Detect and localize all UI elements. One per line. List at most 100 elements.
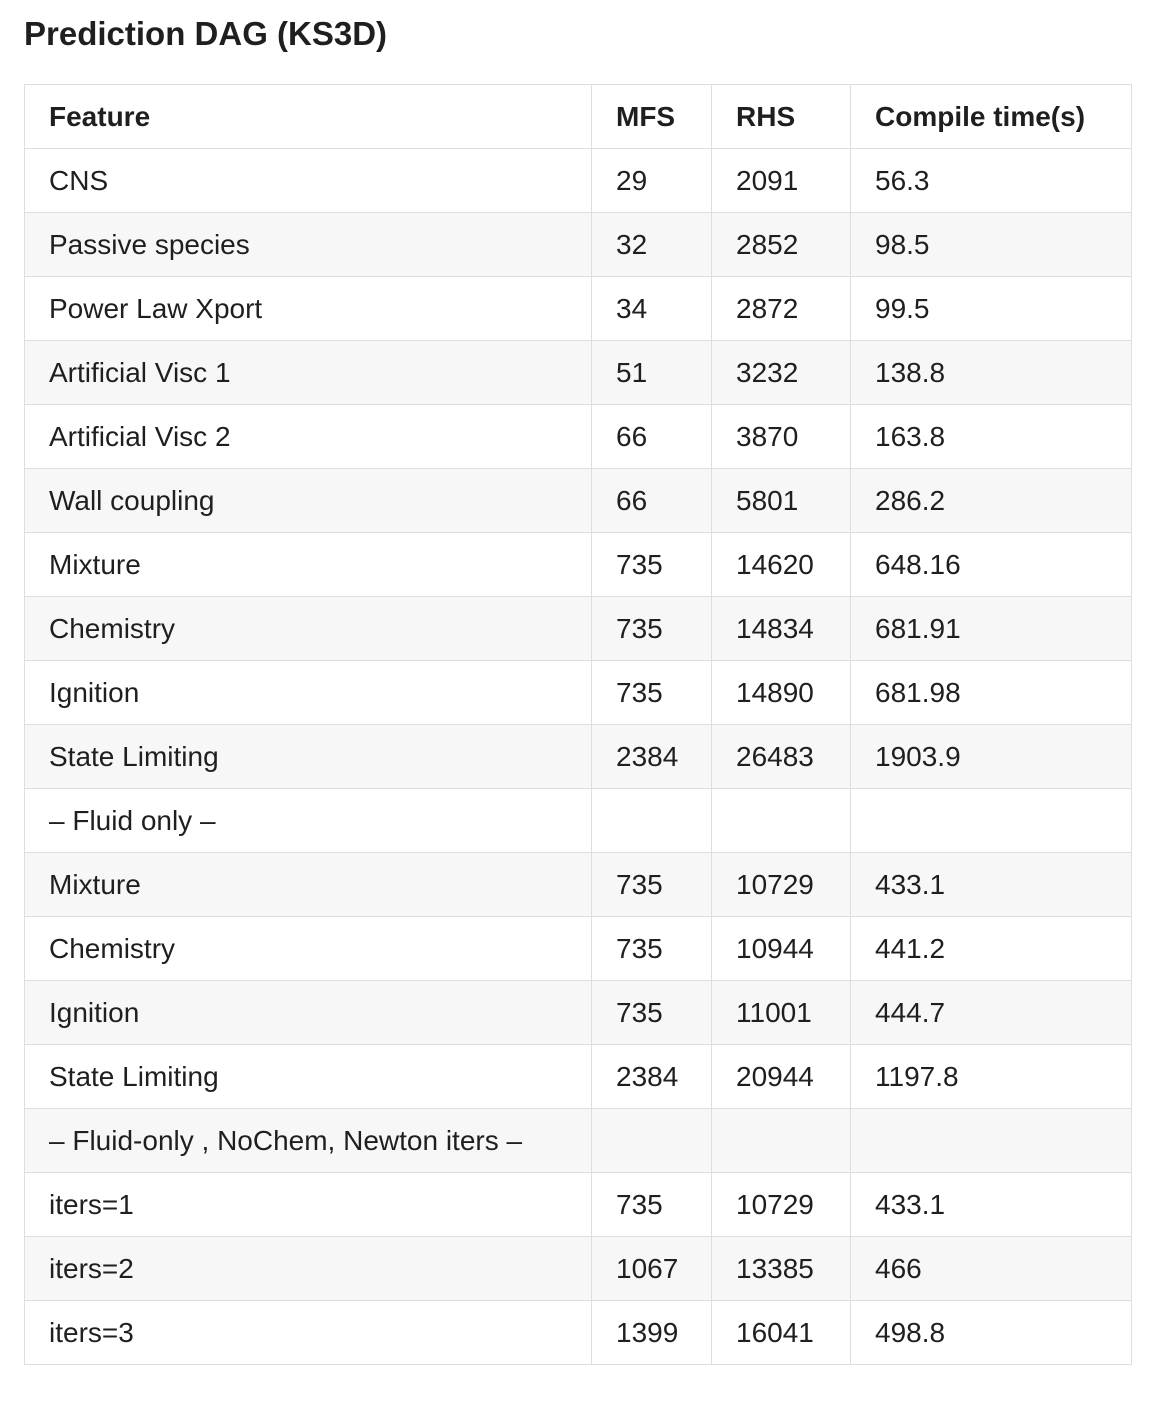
header-rhs: RHS bbox=[711, 84, 851, 149]
cell-compile-time: 56.3 bbox=[850, 148, 1132, 213]
cell-feature: Ignition bbox=[24, 980, 592, 1045]
table-header-row: Feature MFS RHS Compile time(s) bbox=[24, 84, 1132, 149]
table-row: – Fluid only – bbox=[24, 788, 1132, 853]
cell-compile-time: 498.8 bbox=[850, 1300, 1132, 1365]
cell-mfs: 32 bbox=[591, 212, 712, 277]
cell-feature: State Limiting bbox=[24, 1044, 592, 1109]
cell-mfs: 735 bbox=[591, 1172, 712, 1237]
cell-rhs: 3870 bbox=[711, 404, 851, 469]
cell-compile-time: 444.7 bbox=[850, 980, 1132, 1045]
cell-mfs: 66 bbox=[591, 404, 712, 469]
cell-feature: Artificial Visc 1 bbox=[24, 340, 592, 405]
cell-compile-time bbox=[850, 788, 1132, 853]
table-row: Chemistry 735 10944 441.2 bbox=[24, 916, 1132, 981]
table-row: Chemistry 735 14834 681.91 bbox=[24, 596, 1132, 661]
table-row: CNS 29 2091 56.3 bbox=[24, 148, 1132, 213]
cell-feature: CNS bbox=[24, 148, 592, 213]
cell-feature: Mixture bbox=[24, 852, 592, 917]
cell-feature: Wall coupling bbox=[24, 468, 592, 533]
table-row: iters=2 1067 13385 466 bbox=[24, 1236, 1132, 1301]
cell-mfs: 2384 bbox=[591, 724, 712, 789]
cell-compile-time: 99.5 bbox=[850, 276, 1132, 341]
cell-compile-time: 681.91 bbox=[850, 596, 1132, 661]
header-compile-time: Compile time(s) bbox=[850, 84, 1132, 149]
cell-mfs: 735 bbox=[591, 660, 712, 725]
header-feature: Feature bbox=[24, 84, 592, 149]
cell-rhs: 10729 bbox=[711, 1172, 851, 1237]
cell-feature: Power Law Xport bbox=[24, 276, 592, 341]
cell-rhs: 20944 bbox=[711, 1044, 851, 1109]
cell-mfs: 2384 bbox=[591, 1044, 712, 1109]
table-row: Ignition 735 11001 444.7 bbox=[24, 980, 1132, 1045]
cell-feature: Chemistry bbox=[24, 916, 592, 981]
table-row: State Limiting 2384 26483 1903.9 bbox=[24, 724, 1132, 789]
table-row: Passive species 32 2852 98.5 bbox=[24, 212, 1132, 277]
table-row: Artificial Visc 2 66 3870 163.8 bbox=[24, 404, 1132, 469]
cell-mfs: 735 bbox=[591, 596, 712, 661]
cell-rhs: 14834 bbox=[711, 596, 851, 661]
table-row: Ignition 735 14890 681.98 bbox=[24, 660, 1132, 725]
cell-compile-time: 433.1 bbox=[850, 852, 1132, 917]
cell-compile-time: 441.2 bbox=[850, 916, 1132, 981]
cell-feature: iters=2 bbox=[24, 1236, 592, 1301]
cell-compile-time: 433.1 bbox=[850, 1172, 1132, 1237]
cell-rhs: 2091 bbox=[711, 148, 851, 213]
cell-feature: Ignition bbox=[24, 660, 592, 725]
cell-rhs: 5801 bbox=[711, 468, 851, 533]
cell-mfs: 735 bbox=[591, 852, 712, 917]
cell-mfs bbox=[591, 1108, 712, 1173]
cell-feature: State Limiting bbox=[24, 724, 592, 789]
cell-rhs: 10729 bbox=[711, 852, 851, 917]
table-row: – Fluid-only , NoChem, Newton iters – bbox=[24, 1108, 1132, 1173]
cell-compile-time: 466 bbox=[850, 1236, 1132, 1301]
cell-compile-time: 681.98 bbox=[850, 660, 1132, 725]
cell-feature: – Fluid only – bbox=[24, 788, 592, 853]
table-row: iters=3 1399 16041 498.8 bbox=[24, 1300, 1132, 1365]
cell-rhs: 11001 bbox=[711, 980, 851, 1045]
cell-mfs: 735 bbox=[591, 532, 712, 597]
cell-rhs: 3232 bbox=[711, 340, 851, 405]
cell-feature: Passive species bbox=[24, 212, 592, 277]
table-body: CNS 29 2091 56.3 Passive species 32 2852 98.5 Po… bbox=[24, 148, 1132, 1365]
table-row: iters=1 735 10729 433.1 bbox=[24, 1172, 1132, 1237]
table-row: Mixture 735 14620 648.16 bbox=[24, 532, 1132, 597]
cell-feature: Chemistry bbox=[24, 596, 592, 661]
cell-compile-time: 163.8 bbox=[850, 404, 1132, 469]
cell-rhs bbox=[711, 1108, 851, 1173]
cell-mfs: 34 bbox=[591, 276, 712, 341]
table-row: Wall coupling 66 5801 286.2 bbox=[24, 468, 1132, 533]
header-mfs: MFS bbox=[591, 84, 712, 149]
cell-compile-time: 138.8 bbox=[850, 340, 1132, 405]
cell-mfs: 29 bbox=[591, 148, 712, 213]
cell-compile-time: 1197.8 bbox=[850, 1044, 1132, 1109]
cell-rhs: 13385 bbox=[711, 1236, 851, 1301]
cell-rhs: 14620 bbox=[711, 532, 851, 597]
cell-rhs: 2852 bbox=[711, 212, 851, 277]
cell-compile-time bbox=[850, 1108, 1132, 1173]
cell-mfs: 51 bbox=[591, 340, 712, 405]
cell-rhs: 26483 bbox=[711, 724, 851, 789]
cell-rhs: 16041 bbox=[711, 1300, 851, 1365]
table-row: Mixture 735 10729 433.1 bbox=[24, 852, 1132, 917]
cell-feature: iters=1 bbox=[24, 1172, 592, 1237]
table-row: Artificial Visc 1 51 3232 138.8 bbox=[24, 340, 1132, 405]
cell-compile-time: 286.2 bbox=[850, 468, 1132, 533]
data-table: Feature MFS RHS Compile time(s) CNS 29 209… bbox=[24, 84, 1132, 1365]
cell-compile-time: 648.16 bbox=[850, 532, 1132, 597]
cell-mfs: 66 bbox=[591, 468, 712, 533]
cell-compile-time: 1903.9 bbox=[850, 724, 1132, 789]
cell-rhs: 14890 bbox=[711, 660, 851, 725]
table-row: Power Law Xport 34 2872 99.5 bbox=[24, 276, 1132, 341]
cell-rhs: 10944 bbox=[711, 916, 851, 981]
cell-feature: Artificial Visc 2 bbox=[24, 404, 592, 469]
cell-feature: Mixture bbox=[24, 532, 592, 597]
page-title: Prediction DAG (KS3D) bbox=[24, 15, 388, 52]
cell-feature: iters=3 bbox=[24, 1300, 592, 1365]
cell-rhs bbox=[711, 788, 851, 853]
cell-mfs: 735 bbox=[591, 980, 712, 1045]
cell-feature: – Fluid-only , NoChem, Newton iters – bbox=[24, 1108, 592, 1173]
cell-mfs: 1067 bbox=[591, 1236, 712, 1301]
cell-mfs: 735 bbox=[591, 916, 712, 981]
table-row: State Limiting 2384 20944 1197.8 bbox=[24, 1044, 1132, 1109]
